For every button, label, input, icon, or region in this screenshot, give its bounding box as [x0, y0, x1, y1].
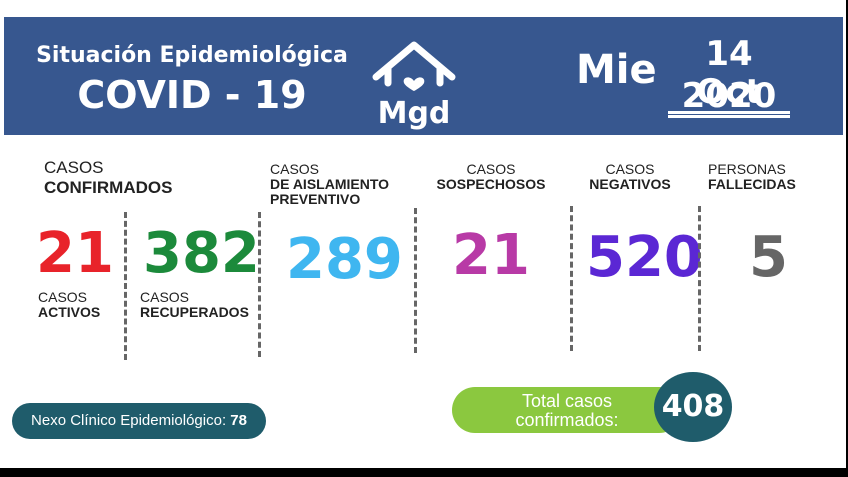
aislamiento-value: 289 — [286, 227, 403, 292]
sospechosos-label: CASOS SOSPECHOSOS — [436, 161, 546, 192]
nexo-clinico-badge: Nexo Clínico Epidemiológico: 78 — [12, 403, 266, 439]
header-date-year: 2020 — [668, 77, 790, 118]
nexo-value: 78 — [230, 412, 247, 429]
header-subtitle: COVID - 19 — [77, 73, 307, 117]
negativos-value: 520 — [586, 225, 703, 290]
fallecidas-value: 5 — [749, 225, 788, 290]
logo-text: Mgd — [378, 96, 451, 131]
divider — [698, 206, 701, 351]
divider — [258, 212, 261, 357]
negativos-label: CASOS NEGATIVOS — [589, 161, 671, 192]
header-title: Situación Epidemiológica — [36, 43, 348, 68]
total-label: Total casos confirmados: — [515, 391, 619, 430]
nexo-label: Nexo Clínico Epidemiológico: — [31, 412, 227, 429]
confirmados-label: CASOS CONFIRMADOS — [44, 158, 173, 197]
activos-value: 21 — [36, 221, 114, 286]
infographic-card: Situación Epidemiológica COVID - 19 Mgd … — [0, 0, 846, 468]
recuperados-value: 382 — [143, 221, 260, 286]
aislamiento-label: CASOS DE AISLAMIENTO PREVENTIVO — [270, 161, 390, 207]
activos-label: CASOS ACTIVOS — [38, 289, 101, 320]
house-logo-icon: Mgd — [372, 41, 456, 131]
total-value: 408 — [654, 372, 732, 442]
fallecidas-label: PERSONAS FALLECIDAS — [708, 161, 796, 192]
header-banner: Situación Epidemiológica COVID - 19 Mgd … — [4, 17, 843, 135]
header-day: Mie — [576, 47, 657, 93]
divider — [124, 212, 127, 360]
header-date-day-month: 14 Oct — [668, 35, 790, 114]
divider — [570, 206, 573, 351]
recuperados-label: CASOS RECUPERADOS — [140, 289, 249, 320]
divider — [414, 208, 417, 353]
sospechosos-value: 21 — [452, 223, 530, 288]
total-confirmados-pill: Total casos confirmados: — [452, 387, 682, 433]
